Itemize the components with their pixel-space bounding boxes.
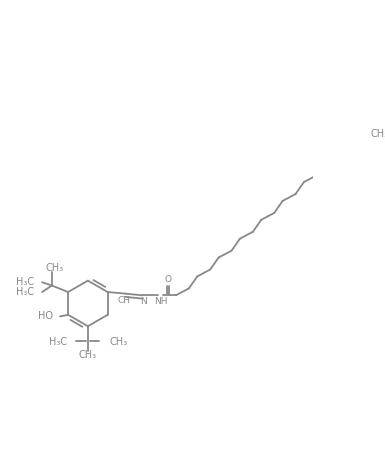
Text: CH₃: CH₃ bbox=[45, 262, 64, 273]
Text: H₃C: H₃C bbox=[16, 277, 34, 287]
Text: CH₃: CH₃ bbox=[79, 350, 97, 360]
Text: HO: HO bbox=[38, 311, 54, 322]
Text: CH₃: CH₃ bbox=[109, 337, 127, 346]
Text: N: N bbox=[140, 297, 147, 306]
Text: NH: NH bbox=[154, 297, 167, 306]
Text: H₃C: H₃C bbox=[16, 287, 34, 297]
Text: O: O bbox=[164, 274, 171, 284]
Text: H₃C: H₃C bbox=[49, 337, 67, 346]
Text: CH₃: CH₃ bbox=[371, 129, 385, 139]
Text: CH: CH bbox=[117, 296, 131, 304]
